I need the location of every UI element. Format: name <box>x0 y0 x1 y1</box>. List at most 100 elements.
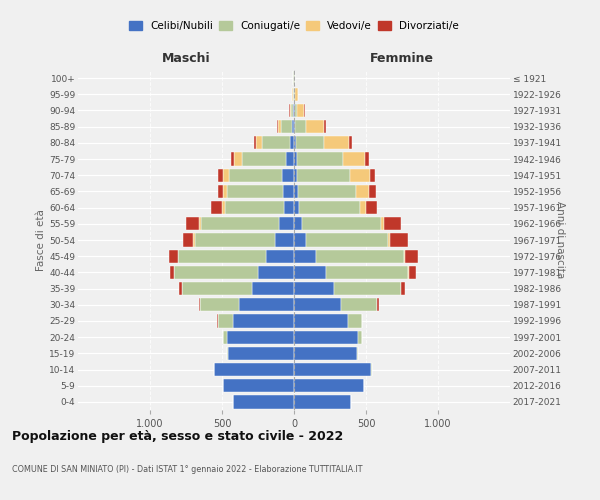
Bar <box>258 266 294 279</box>
Bar <box>283 168 294 182</box>
Bar <box>294 396 351 408</box>
Bar <box>304 104 305 117</box>
Bar <box>297 168 350 182</box>
Bar <box>294 201 299 214</box>
Bar <box>223 379 294 392</box>
Text: COMUNE DI SAN MINIATO (PI) - Dati ISTAT 1° gennaio 2022 - Elaborazione TUTTITALI: COMUNE DI SAN MINIATO (PI) - Dati ISTAT … <box>12 465 362 474</box>
Bar <box>294 152 296 166</box>
Bar <box>295 120 306 134</box>
Bar <box>370 185 376 198</box>
Bar <box>294 379 364 392</box>
Bar <box>294 168 297 182</box>
Bar <box>356 185 370 198</box>
Bar <box>233 396 294 408</box>
Bar <box>294 185 298 198</box>
Bar <box>296 152 343 166</box>
Legend: Celibi/Nubili, Coniugati/e, Vedovi/e, Divorziati/e: Celibi/Nubili, Coniugati/e, Vedovi/e, Di… <box>129 21 459 31</box>
Bar <box>370 168 375 182</box>
Bar <box>229 346 294 360</box>
Bar <box>278 120 281 134</box>
Bar <box>200 298 239 312</box>
Bar <box>349 136 352 149</box>
Bar <box>284 201 294 214</box>
Bar <box>298 185 356 198</box>
Bar <box>365 152 369 166</box>
Bar <box>170 266 175 279</box>
Bar <box>294 363 371 376</box>
Bar <box>239 298 294 312</box>
Bar <box>218 314 233 328</box>
Bar <box>234 152 242 166</box>
Bar <box>294 298 341 312</box>
Bar <box>296 136 324 149</box>
Bar <box>222 201 225 214</box>
Bar <box>230 152 234 166</box>
Bar <box>326 266 409 279</box>
Bar <box>279 217 294 230</box>
Bar <box>388 234 390 246</box>
Bar <box>350 168 370 182</box>
Bar <box>367 201 377 214</box>
Bar <box>275 234 294 246</box>
Bar <box>254 136 256 149</box>
Bar <box>201 217 279 230</box>
Bar <box>390 234 408 246</box>
Bar <box>306 234 388 246</box>
Bar <box>211 201 222 214</box>
Bar <box>199 298 200 312</box>
Bar <box>324 136 349 149</box>
Bar <box>294 250 316 263</box>
Bar <box>298 104 304 117</box>
Bar <box>175 266 258 279</box>
Bar <box>256 136 262 149</box>
Bar <box>295 88 298 101</box>
Bar <box>218 168 223 182</box>
Bar <box>283 185 294 198</box>
Bar <box>193 234 194 246</box>
Y-axis label: Anni di nascita: Anni di nascita <box>555 202 565 278</box>
Bar <box>294 234 306 246</box>
Bar <box>281 120 292 134</box>
Y-axis label: Fasce di età: Fasce di età <box>36 209 46 271</box>
Bar <box>306 120 324 134</box>
Text: Femmine: Femmine <box>370 52 434 65</box>
Bar <box>286 152 294 166</box>
Bar <box>223 185 227 198</box>
Bar <box>356 346 358 360</box>
Bar <box>290 136 294 149</box>
Bar <box>294 330 358 344</box>
Bar <box>316 250 404 263</box>
Bar <box>227 330 294 344</box>
Bar <box>178 250 266 263</box>
Bar <box>405 250 418 263</box>
Bar <box>277 120 278 134</box>
Bar <box>229 168 283 182</box>
Bar <box>266 250 294 263</box>
Bar <box>182 234 193 246</box>
Bar <box>384 217 401 230</box>
Text: Maschi: Maschi <box>161 52 211 65</box>
Bar <box>214 363 294 376</box>
Bar <box>324 120 326 134</box>
Bar <box>294 217 302 230</box>
Bar <box>294 136 296 149</box>
Bar <box>223 330 227 344</box>
Bar <box>358 330 362 344</box>
Bar <box>294 346 356 360</box>
Bar <box>225 201 284 214</box>
Bar <box>290 104 293 117</box>
Bar <box>343 152 365 166</box>
Bar <box>199 217 201 230</box>
Bar <box>262 136 290 149</box>
Bar <box>295 104 298 117</box>
Bar <box>294 314 348 328</box>
Bar <box>348 314 362 328</box>
Bar <box>242 152 286 166</box>
Bar <box>252 282 294 295</box>
Bar <box>341 298 377 312</box>
Bar <box>302 217 381 230</box>
Bar <box>169 250 178 263</box>
Bar <box>227 346 229 360</box>
Bar <box>223 168 229 182</box>
Bar <box>186 217 199 230</box>
